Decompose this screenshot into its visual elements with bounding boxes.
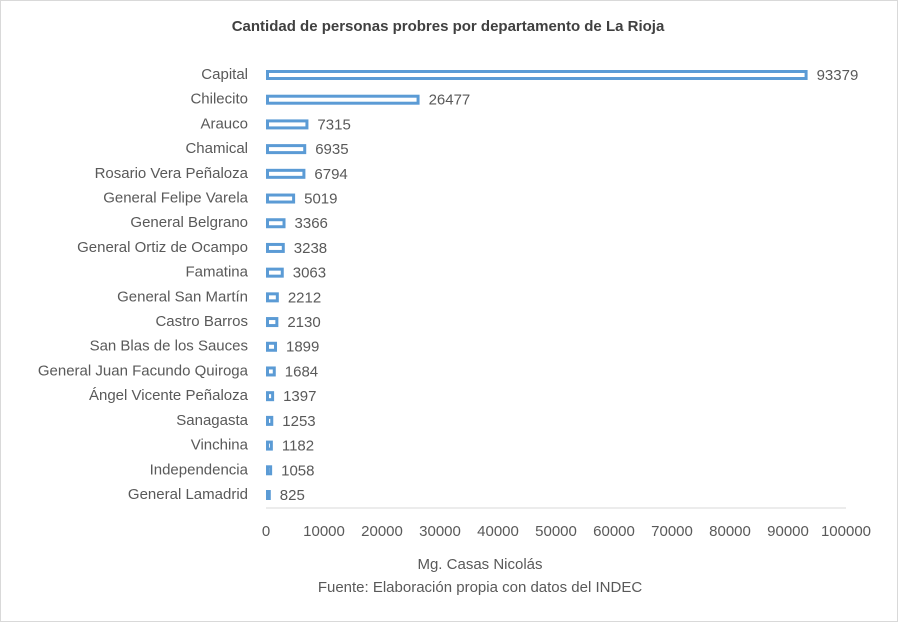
bar bbox=[266, 193, 296, 204]
bar bbox=[266, 465, 273, 476]
x-tick-label: 20000 bbox=[361, 523, 403, 540]
value-label: 1182 bbox=[282, 438, 314, 455]
x-tick-label: 50000 bbox=[535, 523, 577, 540]
x-axis-title: Mg. Casas Nicolás bbox=[417, 556, 542, 573]
bar bbox=[266, 415, 274, 426]
bar bbox=[266, 144, 307, 155]
y-tick-label: General Belgrano bbox=[130, 214, 248, 231]
value-label: 1253 bbox=[282, 413, 315, 430]
x-tick-label: 40000 bbox=[477, 523, 519, 540]
bar bbox=[266, 317, 279, 328]
value-label: 2212 bbox=[288, 289, 321, 306]
value-label: 5019 bbox=[304, 190, 337, 207]
y-tick-label: General San Martín bbox=[117, 288, 248, 305]
chart-title: Cantidad de personas probres por departa… bbox=[232, 18, 665, 35]
y-tick-label: Castro Barros bbox=[155, 313, 248, 330]
bar bbox=[266, 440, 273, 451]
value-label: 3238 bbox=[294, 240, 327, 257]
x-tick-label: 90000 bbox=[767, 523, 809, 540]
value-label: 1397 bbox=[283, 388, 316, 405]
y-tick-label: Vinchina bbox=[191, 437, 249, 454]
source-note: Fuente: Elaboración propia con datos del… bbox=[318, 579, 643, 596]
bar bbox=[266, 292, 279, 303]
y-tick-label: San Blas de los Sauces bbox=[90, 338, 248, 355]
bar bbox=[266, 391, 275, 402]
bar bbox=[266, 341, 278, 352]
bar bbox=[266, 267, 284, 278]
x-tick-label: 60000 bbox=[593, 523, 635, 540]
value-label: 6935 bbox=[315, 141, 348, 158]
y-tick-label: Arauco bbox=[200, 115, 248, 132]
value-label: 825 bbox=[280, 487, 305, 504]
value-label: 7315 bbox=[317, 116, 350, 133]
x-tick-label: 80000 bbox=[709, 523, 751, 540]
x-tick-label: 10000 bbox=[303, 523, 345, 540]
y-tick-label: General Felipe Varela bbox=[103, 189, 248, 206]
x-tick-label: 70000 bbox=[651, 523, 693, 540]
y-tick-label: Chilecito bbox=[190, 91, 248, 108]
value-label: 1058 bbox=[281, 462, 314, 479]
y-tick-label: Capital bbox=[201, 66, 248, 83]
y-tick-label: Famatina bbox=[185, 264, 248, 281]
bar bbox=[266, 366, 276, 377]
value-label: 6794 bbox=[314, 166, 347, 183]
bar bbox=[266, 70, 808, 80]
y-tick-label: Rosario Vera Peñaloza bbox=[95, 165, 249, 182]
value-label: 93379 bbox=[817, 67, 859, 84]
bar bbox=[266, 218, 286, 229]
value-label: 3366 bbox=[295, 215, 328, 232]
x-tick-label: 30000 bbox=[419, 523, 461, 540]
value-label: 2130 bbox=[287, 314, 320, 331]
value-label: 26477 bbox=[429, 92, 471, 109]
bar bbox=[266, 490, 271, 500]
value-label: 1684 bbox=[285, 363, 318, 380]
y-tick-label: Chamical bbox=[185, 140, 248, 157]
y-tick-label: General Ortiz de Ocampo bbox=[77, 239, 248, 256]
bar bbox=[266, 119, 309, 130]
y-tick-label: Sanagasta bbox=[176, 412, 248, 429]
value-label: 1899 bbox=[286, 339, 319, 356]
bar bbox=[266, 242, 285, 253]
bar bbox=[266, 94, 420, 105]
x-tick-label: 0 bbox=[262, 523, 270, 540]
value-label: 3063 bbox=[293, 265, 326, 282]
bar bbox=[266, 168, 306, 179]
y-tick-label: General Juan Facundo Quiroga bbox=[38, 362, 249, 379]
y-tick-label: Independencia bbox=[150, 461, 249, 478]
x-tick-label: 100000 bbox=[821, 523, 871, 540]
y-tick-label: Ángel Vicente Peñaloza bbox=[89, 387, 249, 404]
y-tick-label: General Lamadrid bbox=[128, 486, 248, 503]
